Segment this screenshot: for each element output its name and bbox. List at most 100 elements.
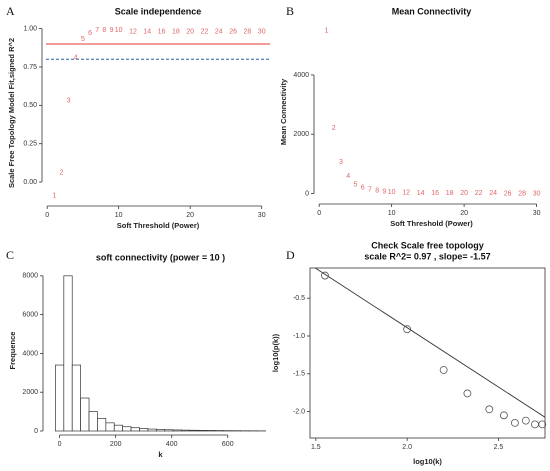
histogram-bar (156, 429, 164, 431)
point-label: 3 (67, 98, 71, 105)
histogram-bar (106, 423, 114, 431)
chart-title: soft connectivity (power = 10 ) (96, 252, 225, 262)
histogram-bar (182, 430, 190, 431)
point-label: 26 (229, 29, 237, 36)
point (531, 421, 538, 428)
histogram-bar (55, 365, 63, 431)
point-label: 6 (361, 184, 365, 191)
point-label: 8 (375, 187, 379, 194)
point-label: 4 (346, 173, 350, 180)
histogram-bar (148, 429, 156, 431)
point-label: 20 (186, 29, 194, 36)
point (500, 412, 507, 419)
y-tick-label: 6000 (22, 311, 38, 318)
point-label: 14 (417, 190, 425, 197)
point-label: 30 (258, 29, 266, 36)
point-label: 8 (102, 27, 106, 34)
histogram-bar (131, 428, 139, 431)
point-label: 1 (52, 193, 56, 200)
panel-letter: D (286, 248, 295, 262)
x-tick-label: 2.0 (402, 444, 412, 451)
x-axis-label: Soft Threshold (Power) (390, 219, 473, 228)
point-label: 22 (201, 29, 209, 36)
point-label: 28 (244, 29, 252, 36)
plot-frame (310, 268, 545, 438)
histogram-bar (198, 430, 206, 431)
x-axis-label: k (158, 450, 163, 459)
x-tick-label: 600 (222, 441, 234, 448)
panel-letter: C (6, 248, 14, 262)
y-tick-label: 0 (305, 190, 309, 197)
y-tick-label: 0 (34, 428, 38, 435)
point-label: 16 (431, 190, 439, 197)
x-tick-label: 400 (166, 441, 178, 448)
x-tick-label: 2.5 (494, 444, 504, 451)
y-tick-label: 2000 (293, 131, 309, 138)
histogram-bar (207, 430, 215, 431)
point-label: 6 (88, 30, 92, 37)
point-label: 3 (339, 159, 343, 166)
point-label: 9 (382, 188, 386, 195)
chart-title: Mean Connectivity (392, 6, 472, 16)
point-label: 18 (172, 29, 180, 36)
point (486, 406, 493, 413)
point-label: 16 (158, 29, 166, 36)
histogram-bar (173, 430, 181, 431)
histogram-bar (64, 276, 72, 431)
y-tick-label: -0.5 (293, 295, 305, 302)
y-tick-label: 4000 (22, 350, 38, 357)
point-label: 7 (368, 186, 372, 193)
histogram-bar (81, 398, 89, 431)
y-axis-label: Frequence (8, 332, 17, 370)
point-label: 18 (446, 190, 454, 197)
x-tick-label: 0 (58, 441, 62, 448)
histogram-bar (114, 425, 122, 431)
point-label: 20 (460, 190, 468, 197)
point-label: 12 (129, 29, 137, 36)
point-label: 12 (402, 189, 410, 196)
y-tick-label: 8000 (22, 273, 38, 280)
x-tick-label: 20 (460, 210, 468, 217)
point-label: 10 (388, 189, 396, 196)
point-label: 10 (115, 27, 123, 34)
x-axis-label: log10(k) (413, 457, 442, 466)
point-label: 5 (81, 36, 85, 43)
histogram-bar (165, 430, 173, 431)
fit-line (315, 268, 545, 417)
histogram-bar (97, 418, 105, 431)
histogram-bar (139, 428, 147, 431)
x-tick-label: 0 (317, 210, 321, 217)
x-tick-label: 0 (45, 212, 49, 219)
histogram-bar (89, 412, 97, 431)
y-tick-label: 0.25 (23, 141, 37, 148)
y-tick-label: 0.75 (23, 64, 37, 71)
point-label: 30 (533, 190, 541, 197)
point-label: 22 (475, 190, 483, 197)
y-axis-label: Scale Free Topology Model Fit,signed R^2 (7, 38, 16, 188)
y-axis-label: Mean Connectivity (279, 78, 288, 145)
point-label: 2 (332, 125, 336, 132)
y-tick-label: -2.0 (293, 408, 305, 415)
y-tick-label: 0.50 (23, 102, 37, 109)
panel-letter: A (6, 4, 15, 18)
y-tick-label: 0.00 (23, 179, 37, 186)
histogram-bar (190, 430, 198, 431)
point (522, 417, 529, 424)
y-axis-label: log10(p(k)) (271, 333, 280, 372)
point (511, 419, 518, 426)
chart-subtitle: scale R^2= 0.97 , slope= -1.57 (364, 251, 490, 261)
point-label: 4 (74, 55, 78, 62)
y-tick-label: 4000 (293, 72, 309, 79)
point-label: 1 (324, 27, 328, 34)
histogram-bar (123, 427, 131, 431)
y-tick-label: -1.5 (293, 371, 305, 378)
point-label: 9 (110, 27, 114, 34)
histogram-bar (72, 365, 80, 431)
point (440, 367, 447, 374)
y-tick-label: 1.00 (23, 25, 37, 32)
x-tick-label: 200 (110, 441, 122, 448)
x-tick-label: 30 (533, 210, 541, 217)
panel-letter: B (286, 4, 294, 18)
